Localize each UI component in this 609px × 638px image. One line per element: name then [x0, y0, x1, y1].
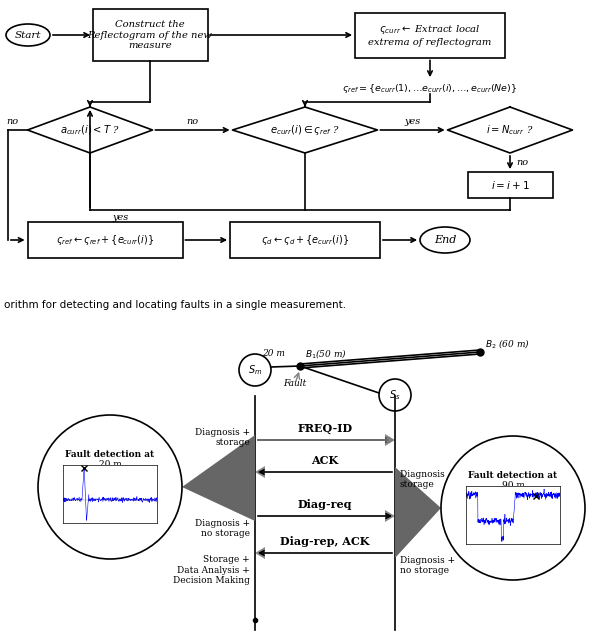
- Text: Diagnosis +
storage: Diagnosis + storage: [195, 427, 250, 447]
- Circle shape: [38, 415, 182, 559]
- Text: Diagnosis +
storage: Diagnosis + storage: [400, 470, 455, 489]
- Polygon shape: [182, 435, 255, 521]
- Text: Fault detection at: Fault detection at: [65, 450, 155, 459]
- Text: orithm for detecting and locating faults in a single measurement.: orithm for detecting and locating faults…: [4, 300, 346, 310]
- Text: ACK: ACK: [311, 455, 339, 466]
- Polygon shape: [385, 434, 395, 446]
- Circle shape: [441, 436, 585, 580]
- Text: no: no: [516, 158, 528, 167]
- Text: yes: yes: [112, 214, 128, 223]
- Circle shape: [379, 379, 411, 411]
- Text: End: End: [434, 235, 456, 245]
- Polygon shape: [385, 510, 395, 522]
- Text: $S_s$: $S_s$: [389, 388, 401, 402]
- Text: Fault: Fault: [283, 379, 306, 388]
- Text: no: no: [6, 117, 18, 126]
- Text: Start: Start: [15, 31, 41, 40]
- Polygon shape: [255, 547, 265, 559]
- Text: Fault detection at: Fault detection at: [468, 471, 558, 480]
- Text: $B_1$(50 m): $B_1$(50 m): [305, 346, 347, 359]
- Text: $S_m$: $S_m$: [248, 363, 262, 377]
- Text: $\varsigma_{curr} \leftarrow$ Extract local
extrema of reflectogram: $\varsigma_{curr} \leftarrow$ Extract lo…: [368, 24, 491, 47]
- Text: yes: yes: [404, 117, 421, 126]
- Bar: [93, 9, 208, 61]
- Text: Construct the
Reflectogram of the new
measure: Construct the Reflectogram of the new me…: [88, 20, 213, 50]
- Bar: [27, 222, 183, 258]
- Polygon shape: [395, 467, 441, 558]
- Text: $i = i + 1$: $i = i + 1$: [491, 179, 529, 191]
- Bar: [355, 13, 505, 57]
- Text: 90 m: 90 m: [501, 481, 524, 490]
- Text: $i = N_{curr}$ ?: $i = N_{curr}$ ?: [486, 123, 533, 137]
- Text: Diagnosis +
no storage: Diagnosis + no storage: [400, 556, 455, 575]
- Bar: [468, 172, 552, 198]
- Text: $\varsigma_{ref} = \{e_{curr}(1), \ldots e_{curr}(i), \ldots, e_{curr}(Ne)\}$: $\varsigma_{ref} = \{e_{curr}(1), \ldots…: [342, 82, 518, 95]
- Text: 20 m: 20 m: [261, 349, 284, 358]
- Text: FREQ-ID: FREQ-ID: [297, 423, 353, 434]
- Bar: [230, 222, 380, 258]
- Text: $e_{curr}(i) \in \varsigma_{ref}$ ?: $e_{curr}(i) \in \varsigma_{ref}$ ?: [270, 123, 340, 137]
- Polygon shape: [255, 466, 265, 478]
- Text: Storage +
Data Analysis +
Decision Making: Storage + Data Analysis + Decision Makin…: [173, 555, 250, 585]
- Text: Diag-rep, ACK: Diag-rep, ACK: [280, 536, 370, 547]
- Text: $a_{curr}(i) < T$ ?: $a_{curr}(i) < T$ ?: [60, 123, 120, 137]
- Text: $\varsigma_d \leftarrow \varsigma_d + \{e_{curr}(i)\}$: $\varsigma_d \leftarrow \varsigma_d + \{…: [261, 233, 349, 247]
- Text: Diag-req: Diag-req: [298, 499, 352, 510]
- Text: $\varsigma_{ref} \leftarrow \varsigma_{ref} + \{e_{curr}(i)\}$: $\varsigma_{ref} \leftarrow \varsigma_{r…: [56, 233, 154, 247]
- Text: Diagnosis +
no storage: Diagnosis + no storage: [195, 519, 250, 538]
- Text: no: no: [186, 117, 199, 126]
- Text: $B_2$ (60 m): $B_2$ (60 m): [485, 336, 530, 350]
- Circle shape: [239, 354, 271, 386]
- Text: 20 m: 20 m: [99, 460, 121, 469]
